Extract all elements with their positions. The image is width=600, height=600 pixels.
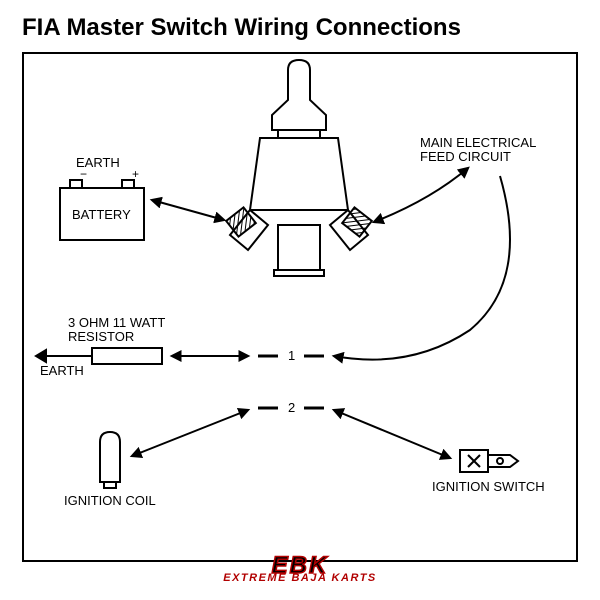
- earth-arrow-icon: [36, 350, 92, 362]
- ignition-coil-icon: [100, 432, 120, 488]
- main-feed-label: MAIN ELECTRICAL FEED CIRCUIT: [420, 136, 560, 165]
- resistor-label: 3 OHM 11 WATT RESISTOR: [68, 316, 165, 345]
- resistor-icon: [92, 348, 162, 364]
- svg-text:+: +: [132, 167, 139, 181]
- terminal-1-label: 1: [288, 349, 295, 363]
- battery-icon: − +: [60, 167, 144, 240]
- ebk-logo: EBK EXTREME BAJA KARTS: [223, 555, 377, 584]
- ignition-switch-label: IGNITION SWITCH: [432, 480, 545, 494]
- earth-label-left: EARTH: [40, 364, 84, 378]
- ignition-switch-icon: [460, 450, 518, 472]
- ignition-coil-label: IGNITION COIL: [64, 494, 156, 508]
- earth-label-top: EARTH: [76, 156, 120, 170]
- wiring-diagram: − +: [0, 0, 600, 600]
- logo-sub-text: EXTREME BAJA KARTS: [223, 574, 377, 584]
- battery-label: BATTERY: [72, 208, 131, 222]
- master-switch: [226, 60, 372, 276]
- terminal-2-label: 2: [288, 401, 295, 415]
